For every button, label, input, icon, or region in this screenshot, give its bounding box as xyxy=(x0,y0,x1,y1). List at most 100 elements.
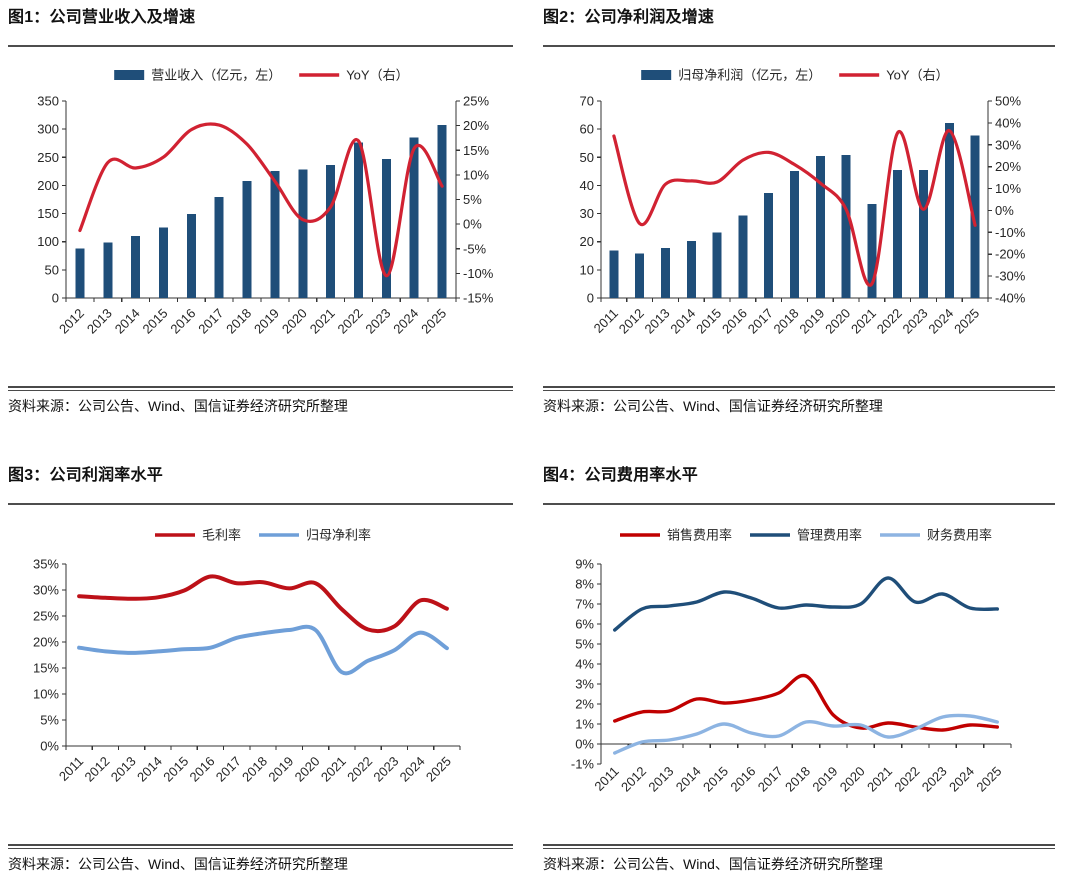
svg-text:15%: 15% xyxy=(33,661,59,676)
svg-text:2015: 2015 xyxy=(700,764,731,795)
figure-3-title: 图3：公司利润率水平 xyxy=(8,467,163,484)
svg-text:2024: 2024 xyxy=(925,306,956,337)
netprofit-growth-chart: 归母净利润（亿元，左） YoY（右） 0 10 20 30 40 50 60 70 -40% -30%… xyxy=(580,68,1026,337)
svg-text:0%: 0% xyxy=(463,217,482,232)
svg-text:6%: 6% xyxy=(575,617,594,632)
svg-text:30%: 30% xyxy=(995,137,1021,152)
svg-text:2021: 2021 xyxy=(864,764,895,795)
svg-text:2012: 2012 xyxy=(56,306,87,337)
svg-text:70: 70 xyxy=(580,94,594,109)
svg-text:2022: 2022 xyxy=(344,754,375,785)
svg-text:2023: 2023 xyxy=(919,764,950,795)
figure-3-source: 资料来源：公司公告、Wind、国信证券经济研究所整理 xyxy=(8,856,348,872)
axes: 0% 5% 10% 15% 20% 25% 30% 35% xyxy=(33,557,461,754)
svg-text:25%: 25% xyxy=(463,94,489,109)
svg-text:2019: 2019 xyxy=(265,754,296,785)
figure-netprofit-growth: 图2：公司净利润及增速 归母净利润（亿元，左） YoY（右） 0 10 20 30 40 50… xyxy=(543,8,1055,416)
svg-text:0: 0 xyxy=(587,291,594,306)
figure-revenue-growth: 图1：公司营业收入及增速 营业收入（亿元，左） YoY（右） 0 50 100 150 20… xyxy=(8,8,513,416)
svg-text:2014: 2014 xyxy=(112,306,143,337)
legend: 营业收入（亿元，左） YoY（右） xyxy=(114,68,409,83)
svg-text:营业收入（亿元，左）: 营业收入（亿元，左） xyxy=(151,68,281,83)
svg-text:2024: 2024 xyxy=(946,764,977,795)
svg-text:2018: 2018 xyxy=(771,306,802,337)
svg-text:10%: 10% xyxy=(995,181,1021,196)
svg-text:2017: 2017 xyxy=(195,306,226,337)
svg-text:50: 50 xyxy=(580,150,594,165)
svg-text:25%: 25% xyxy=(33,609,59,624)
svg-text:2020: 2020 xyxy=(837,764,868,795)
title-divider xyxy=(8,45,513,47)
svg-text:8%: 8% xyxy=(575,577,594,592)
svg-text:2025: 2025 xyxy=(973,764,1004,795)
svg-text:2019: 2019 xyxy=(796,306,827,337)
svg-text:2013: 2013 xyxy=(84,306,115,337)
title-divider xyxy=(543,45,1055,47)
svg-text:5%: 5% xyxy=(463,192,482,207)
svg-text:2015: 2015 xyxy=(693,306,724,337)
bars xyxy=(609,123,980,299)
svg-text:2017: 2017 xyxy=(213,754,244,785)
svg-text:0%: 0% xyxy=(575,737,594,752)
svg-text:销售费用率: 销售费用率 xyxy=(667,528,732,543)
legend: 毛利率 归母净利率 xyxy=(155,528,371,543)
figure-4-source: 资料来源：公司公告、Wind、国信证券经济研究所整理 xyxy=(543,856,883,872)
svg-text:2013: 2013 xyxy=(642,306,673,337)
yoy-line xyxy=(612,128,977,287)
svg-text:2011: 2011 xyxy=(56,754,86,784)
svg-text:5%: 5% xyxy=(40,713,59,728)
svg-text:300: 300 xyxy=(37,122,59,137)
source-divider xyxy=(8,844,513,849)
svg-text:2022: 2022 xyxy=(874,306,905,337)
axes: 0 50 100 150 200 250 300 350 -15% -10% -5% 0% 5% 10% 1… xyxy=(37,94,493,306)
svg-text:35%: 35% xyxy=(33,557,59,572)
svg-text:10%: 10% xyxy=(33,687,59,702)
svg-text:2019: 2019 xyxy=(809,764,840,795)
bars xyxy=(75,125,447,299)
svg-text:0%: 0% xyxy=(40,739,59,754)
figure-margin-levels: 图3：公司利润率水平 毛利率 归母净利率 0% 5% 10% 15% 20% 25% 30% 35… xyxy=(8,466,513,874)
svg-text:2011: 2011 xyxy=(591,306,621,336)
axes: 0 10 20 30 40 50 60 70 -40% -30% -20% -10% 0% 10% 20% 3… xyxy=(580,94,1026,306)
svg-text:40: 40 xyxy=(580,178,594,193)
svg-text:50: 50 xyxy=(45,262,59,277)
svg-text:20%: 20% xyxy=(995,159,1021,174)
svg-text:350: 350 xyxy=(37,94,59,109)
svg-text:-30%: -30% xyxy=(995,269,1026,284)
svg-text:2025: 2025 xyxy=(423,754,454,785)
svg-text:15%: 15% xyxy=(463,143,489,158)
svg-text:YoY（右）: YoY（右） xyxy=(886,68,948,83)
svg-text:60: 60 xyxy=(580,122,594,137)
svg-text:2024: 2024 xyxy=(397,754,428,785)
svg-text:100: 100 xyxy=(37,234,59,249)
svg-text:2016: 2016 xyxy=(719,306,750,337)
svg-text:毛利率: 毛利率 xyxy=(202,528,241,543)
x-labels: 2011201220132014201520162017201820192020… xyxy=(56,754,454,785)
svg-text:2019: 2019 xyxy=(251,306,282,337)
svg-text:3%: 3% xyxy=(575,677,594,692)
svg-text:9%: 9% xyxy=(575,557,594,572)
source-divider xyxy=(543,386,1055,391)
svg-text:2020: 2020 xyxy=(822,306,853,337)
svg-text:0: 0 xyxy=(52,291,59,306)
svg-text:30%: 30% xyxy=(33,583,59,598)
svg-text:2015: 2015 xyxy=(160,754,191,785)
svg-text:0%: 0% xyxy=(995,203,1014,218)
axes: -1% 0% 1% 2% 3% 4% 5% 6% 7% 8% 9% xyxy=(571,557,1012,772)
svg-text:2016: 2016 xyxy=(187,754,218,785)
svg-text:-10%: -10% xyxy=(463,266,494,281)
svg-text:2020: 2020 xyxy=(279,306,310,337)
svg-text:2014: 2014 xyxy=(667,306,698,337)
title-divider xyxy=(8,503,513,505)
svg-text:2017: 2017 xyxy=(745,306,776,337)
svg-text:10%: 10% xyxy=(463,167,489,182)
figure-1-source: 资料来源：公司公告、Wind、国信证券经济研究所整理 xyxy=(8,398,348,414)
svg-text:2015: 2015 xyxy=(140,306,171,337)
svg-text:2018: 2018 xyxy=(239,754,270,785)
svg-text:财务费用率: 财务费用率 xyxy=(927,528,992,543)
svg-text:2024: 2024 xyxy=(390,306,421,337)
svg-text:10: 10 xyxy=(580,262,594,277)
legend: 销售费用率 管理费用率 财务费用率 xyxy=(620,528,992,543)
svg-text:2013: 2013 xyxy=(645,764,676,795)
svg-text:250: 250 xyxy=(37,150,59,165)
